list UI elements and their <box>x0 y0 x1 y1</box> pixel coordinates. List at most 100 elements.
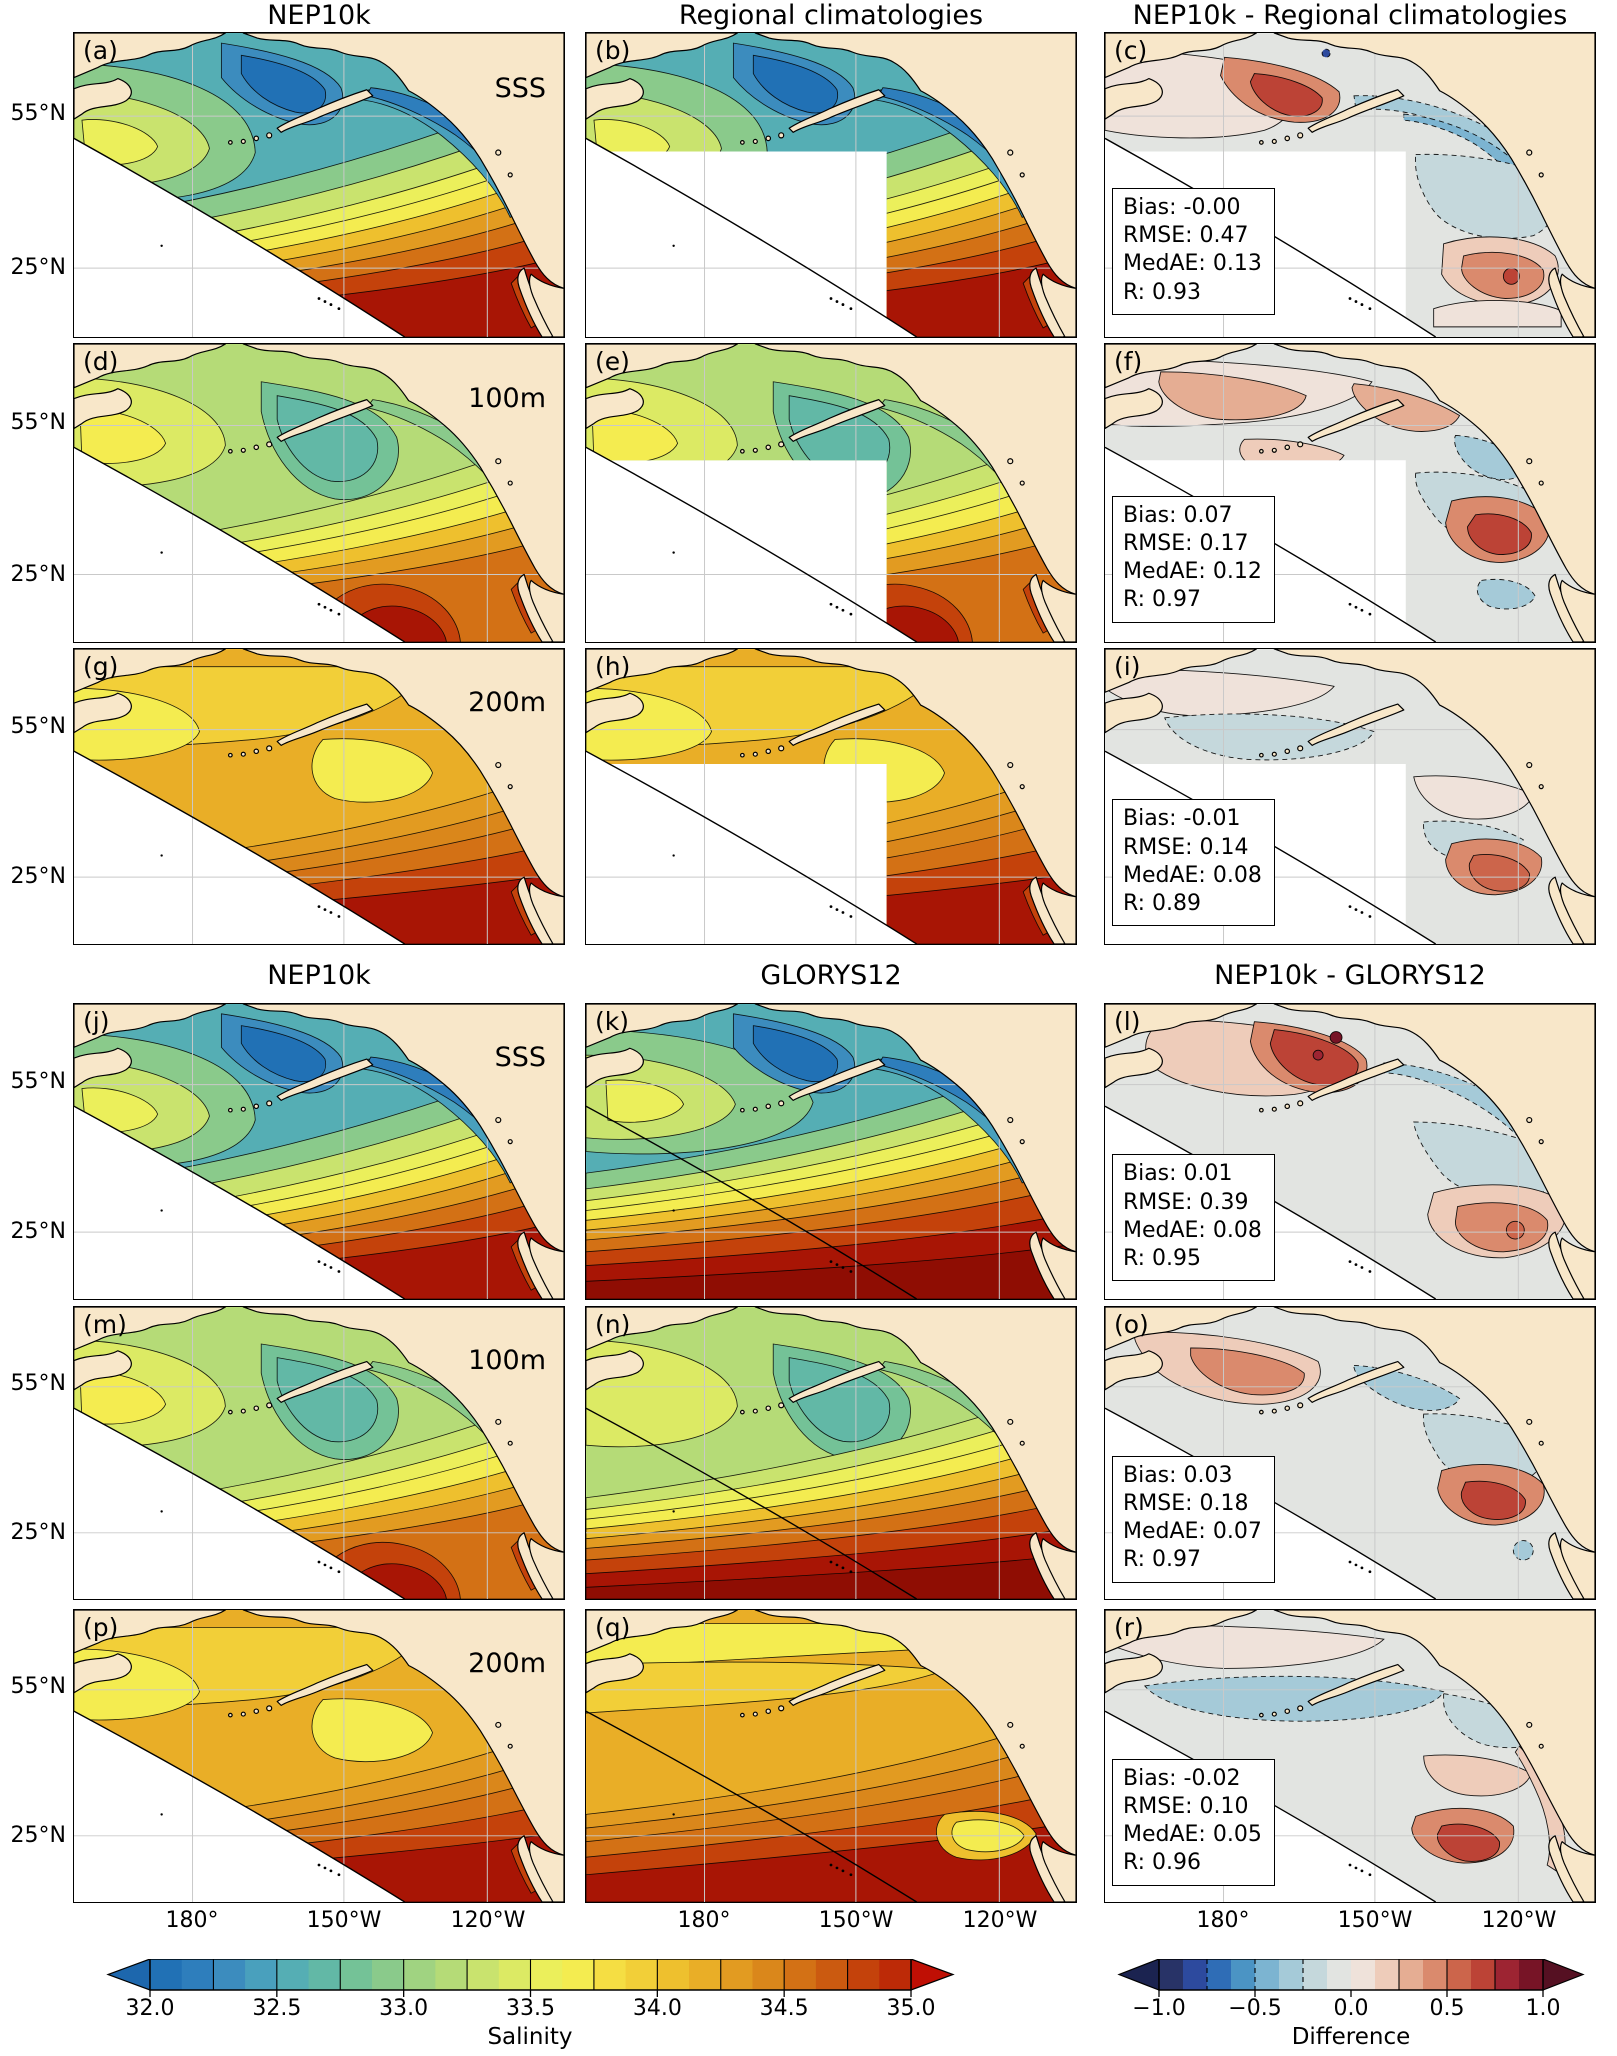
map-canvas-h <box>586 649 1076 944</box>
map-panel-f: (f) Bias: 0.07 RMSE: 0.17 MedAE: 0.12 R: 0.9… <box>1104 343 1596 643</box>
panel-letter-o: (o) <box>1114 1310 1149 1339</box>
colorbar-tick-label: 33.5 <box>506 1996 555 2021</box>
stat-line: MedAE: 0.05 <box>1123 1822 1262 1848</box>
stat-line: R: 0.95 <box>1123 1245 1201 1271</box>
map-panel-a: (a) SSS <box>73 32 565 338</box>
map-canvas-d <box>74 344 564 642</box>
map-panel-n: (n) <box>585 1306 1077 1600</box>
land <box>586 1004 1076 1299</box>
land <box>74 33 564 337</box>
map-panel-c: (c) Bias: -0.00 RMSE: 0.47 MedAE: 0.13 R: 0.… <box>1104 32 1596 338</box>
domain-boundary <box>74 750 406 944</box>
panel-letter-n: (n) <box>595 1310 631 1339</box>
stat-line: MedAE: 0.08 <box>1123 1217 1262 1243</box>
island-dots <box>160 854 341 918</box>
row-label: 200m <box>468 1647 546 1679</box>
island-dots <box>1191 244 1372 311</box>
panel-letter-g: (g) <box>83 652 119 681</box>
x-tick-label: 150°W <box>818 1908 894 1933</box>
domain-boundary <box>586 1710 918 1902</box>
land <box>586 33 1076 337</box>
stat-line: Bias: -0.00 <box>1123 195 1241 221</box>
map-panel-o: (o) Bias: 0.03 RMSE: 0.18 MedAE: 0.07 R: 0.9… <box>1104 1306 1596 1600</box>
colorbar-salinity-label: Salinity <box>487 2024 573 2050</box>
colorbar-tick-label: 33.0 <box>379 1996 429 2021</box>
y-tick-label: 25°N <box>10 864 66 890</box>
land <box>1105 344 1595 642</box>
column-title: Regional climatologies <box>678 0 984 31</box>
island-dots <box>672 854 853 918</box>
panel-letter-r: (r) <box>1114 1613 1144 1642</box>
colorbar-tick-label: 32.5 <box>252 1996 302 2021</box>
map-panel-d: (d) 100m <box>73 343 565 643</box>
domain-boundary <box>74 1710 406 1902</box>
domain-boundary <box>74 137 406 337</box>
stat-line: R: 0.89 <box>1123 890 1201 916</box>
map-panel-i: (i) Bias: -0.01 RMSE: 0.14 MedAE: 0.08 R: 0.… <box>1104 648 1596 945</box>
map-canvas-k <box>586 1004 1076 1299</box>
row-label: SSS <box>494 1042 546 1074</box>
panel-letter-j: (j) <box>83 1007 110 1036</box>
island-dots <box>672 1209 853 1273</box>
graticule <box>74 1004 564 1299</box>
x-tick-label: 150°W <box>1337 1908 1413 1933</box>
panel-letter-h: (h) <box>595 652 631 681</box>
y-tick-label: 25°N <box>10 1219 66 1245</box>
domain-boundary <box>586 1105 918 1299</box>
stat-line: R: 0.97 <box>1123 1547 1201 1573</box>
map-canvas-b <box>586 33 1076 337</box>
stats-box: Bias: 0.03 RMSE: 0.18 MedAE: 0.07 R: 0.97 <box>1112 1455 1275 1583</box>
land <box>74 1004 564 1299</box>
y-tick-label: 55°N <box>10 714 66 740</box>
map-canvas-g <box>74 649 564 944</box>
stat-line: RMSE: 0.17 <box>1123 531 1249 557</box>
stat-line: R: 0.93 <box>1123 279 1201 305</box>
land <box>1105 1307 1595 1599</box>
x-tick-label: 120°W <box>1481 1908 1557 1933</box>
land <box>586 649 1076 944</box>
land <box>74 649 564 944</box>
map-canvas-e <box>586 344 1076 642</box>
x-tick-label: 120°W <box>450 1908 526 1933</box>
column-title: NEP10k - GLORYS12 <box>1214 960 1486 991</box>
map-panel-l: (l) Bias: 0.01 RMSE: 0.39 MedAE: 0.08 R: 0.9… <box>1104 1003 1596 1300</box>
colorbar-tick-label: −0.5 <box>1228 1996 1282 2021</box>
island-dots <box>672 244 853 311</box>
colorbar-tick-label: 35.0 <box>886 1996 936 2021</box>
colorbar-difference-label: Difference <box>1291 2024 1411 2050</box>
stat-line: MedAE: 0.12 <box>1123 559 1262 585</box>
island-dots <box>160 1813 341 1877</box>
stat-line: RMSE: 0.39 <box>1123 1189 1249 1215</box>
panel-letter-e: (e) <box>595 347 630 376</box>
map-panel-e: (e) <box>585 343 1077 643</box>
domain-boundary <box>586 137 918 337</box>
x-tick-label: 180° <box>1196 1908 1250 1933</box>
stat-line: Bias: -0.02 <box>1123 1765 1241 1791</box>
domain-boundary <box>74 1407 406 1599</box>
land <box>1105 649 1595 944</box>
island-dots <box>672 1510 853 1574</box>
panel-letter-c: (c) <box>1114 36 1148 65</box>
y-tick-label: 25°N <box>10 255 66 281</box>
map-canvas-m <box>74 1307 564 1599</box>
map-canvas-q <box>586 1610 1076 1902</box>
column-title: GLORYS12 <box>760 960 902 991</box>
land <box>1105 33 1595 337</box>
map-panel-h: (h) <box>585 648 1077 945</box>
stat-line: MedAE: 0.08 <box>1123 862 1262 888</box>
panel-letter-b: (b) <box>595 36 631 65</box>
colorbar-tick-label: −1.0 <box>1132 1996 1186 2021</box>
stat-line: Bias: 0.03 <box>1123 1462 1233 1488</box>
panel-letter-f: (f) <box>1114 347 1143 376</box>
map-canvas-a <box>74 33 564 337</box>
map-panel-k: (k) <box>585 1003 1077 1300</box>
island-dots <box>160 244 341 311</box>
colorbar-salinity <box>106 1959 955 1997</box>
island-dots <box>1191 854 1372 918</box>
land <box>1105 1610 1595 1902</box>
stat-line: RMSE: 0.14 <box>1123 834 1249 860</box>
map-panel-g: (g) 200m <box>73 648 565 945</box>
island-dots <box>160 1209 341 1273</box>
colorbar-tick-label: 34.5 <box>759 1996 809 2021</box>
